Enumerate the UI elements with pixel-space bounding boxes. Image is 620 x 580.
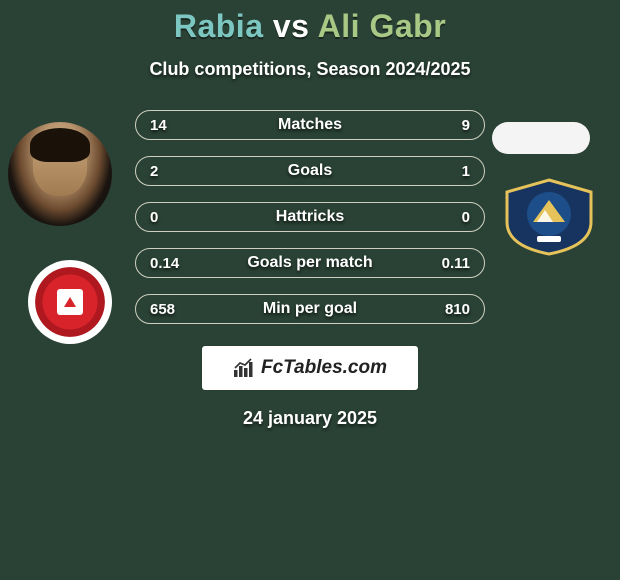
al-ahly-badge-icon: [35, 267, 105, 337]
stat-right-value: 0.11: [442, 255, 470, 272]
title-player2: Ali Gabr: [318, 8, 446, 44]
stat-row-goals: 2 Goals 1: [135, 156, 485, 186]
stat-right-value: 9: [462, 117, 470, 134]
stat-left-value: 14: [150, 117, 167, 134]
stat-right-value: 1: [462, 163, 470, 180]
stat-left-value: 2: [150, 163, 158, 180]
brand-box: FcTables.com: [202, 346, 418, 390]
title-player1: Rabia: [174, 8, 264, 44]
player1-avatar: [8, 122, 112, 226]
stat-label: Matches: [278, 116, 342, 134]
brand-text: FcTables.com: [261, 357, 387, 379]
player2-avatar-placeholder: [492, 122, 590, 154]
pyramids-badge-icon: [498, 178, 600, 256]
player2-club-badge: [498, 178, 600, 256]
stat-row-matches: 14 Matches 9: [135, 110, 485, 140]
chart-icon: [233, 358, 255, 378]
stat-row-goals-per-match: 0.14 Goals per match 0.11: [135, 248, 485, 278]
stat-right-value: 810: [445, 301, 470, 318]
stat-row-min-per-goal: 658 Min per goal 810: [135, 294, 485, 324]
player1-club-badge: [28, 260, 112, 344]
stat-label: Goals: [288, 162, 332, 180]
page-title: Rabia vs Ali Gabr: [0, 0, 620, 45]
stat-right-value: 0: [462, 209, 470, 226]
stat-left-value: 658: [150, 301, 175, 318]
date: 24 january 2025: [0, 408, 620, 429]
subtitle: Club competitions, Season 2024/2025: [0, 59, 620, 80]
stat-label: Hattricks: [276, 208, 344, 226]
stat-label: Min per goal: [263, 300, 357, 318]
stat-left-value: 0.14: [150, 255, 179, 272]
stat-row-hattricks: 0 Hattricks 0: [135, 202, 485, 232]
stat-label: Goals per match: [247, 254, 372, 272]
title-vs: vs: [273, 8, 310, 44]
stat-left-value: 0: [150, 209, 158, 226]
